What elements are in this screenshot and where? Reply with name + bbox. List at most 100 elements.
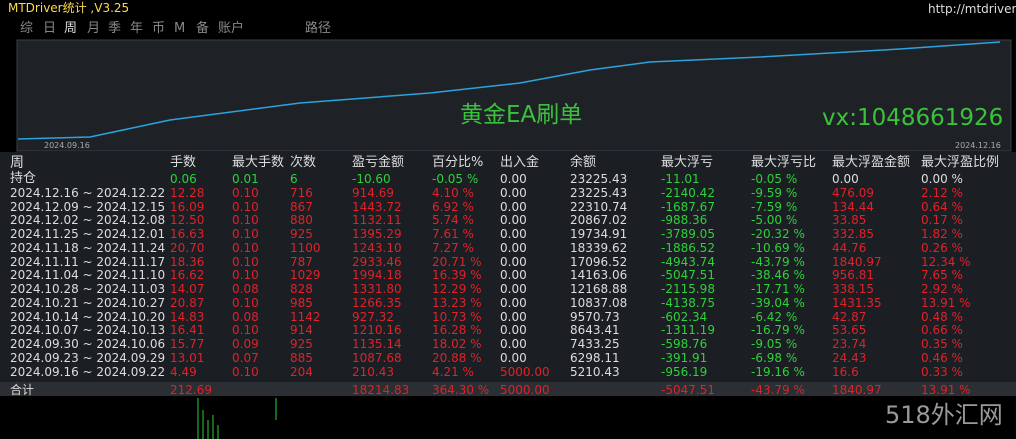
app-title: MTDriver统计 ,V3.25 [8, 1, 130, 15]
tab[interactable]: 备 [196, 21, 210, 36]
cell: 6 [290, 172, 298, 186]
cell: 0.00 [500, 185, 527, 200]
cell: -0.05 % [751, 172, 798, 186]
total-cell: 18214.83 [352, 383, 410, 397]
tab[interactable]: 账户 [218, 21, 245, 36]
row-label: 持仓 [10, 171, 37, 186]
tab[interactable]: 综 [20, 21, 34, 36]
cell: 476.09 [832, 185, 874, 200]
cell: 0.00 [500, 240, 527, 255]
row-label: 2024.12.09 ~ 2024.12.15 [10, 199, 166, 214]
row-label: 2024.09.16 ~ 2024.09.22 [10, 364, 166, 379]
cell: 0.10 [232, 323, 259, 338]
cell: -4138.75 [661, 295, 715, 310]
cell: 12.34 % [921, 254, 971, 269]
cell: 1266.35 [352, 295, 402, 310]
cell: 15.77 [170, 337, 205, 351]
cell: 5.74 % [432, 213, 474, 228]
cell: 0.06 [170, 172, 197, 186]
cell: 23.74 [832, 337, 867, 351]
cell: 0.00 [500, 337, 527, 351]
cell: 1087.68 [352, 350, 402, 365]
cell: -3789.05 [661, 227, 715, 241]
cell: 18.36 [170, 254, 205, 269]
cell: -5047.51 [661, 268, 715, 283]
cell: 14163.06 [570, 268, 628, 283]
app-url: http://mtdriver.com... [928, 2, 1016, 16]
cell: 0.00 [500, 213, 527, 228]
row-label: 2024.11.25 ~ 2024.12.01 [10, 227, 166, 241]
total-cell: 364.30 % [432, 383, 490, 397]
tab[interactable]: 周 [64, 21, 78, 36]
row-label: 2024.11.18 ~ 2024.11.24 [10, 240, 166, 255]
cell: 0.46 % [921, 350, 963, 365]
cell: 20.70 [170, 240, 205, 255]
column-header: 手数 [170, 155, 197, 170]
cell: 0.10 [232, 185, 259, 200]
cell: 20.87 [170, 295, 205, 310]
cell: 7.27 % [432, 240, 474, 255]
cell: 53.65 [832, 323, 867, 338]
cell: -5.00 % [751, 213, 798, 228]
cell: -38.46 % [751, 268, 805, 283]
cell: 20.88 % [432, 350, 482, 365]
cell: 985 [290, 295, 313, 310]
row-label: 2024.11.04 ~ 2024.11.10 [10, 268, 166, 283]
total-cell: 13.91 % [921, 383, 971, 397]
cell: -0.05 % [432, 172, 479, 186]
cell: 0.00 [500, 268, 527, 283]
cell: 9570.73 [570, 309, 620, 324]
cell: 6298.11 [570, 350, 620, 365]
cell: 1100 [290, 240, 321, 255]
cell: -39.04 % [751, 295, 805, 310]
tab[interactable]: 年 [130, 21, 144, 36]
total-cell: -5047.51 [661, 383, 715, 397]
cell: 0.00 [500, 172, 527, 186]
cell: -391.91 [661, 350, 708, 365]
cell: 0.26 % [921, 240, 963, 255]
row-label: 2024.10.07 ~ 2024.10.13 [10, 323, 166, 338]
cell: 925 [290, 227, 313, 241]
cell: -1886.52 [661, 240, 715, 255]
cell: -43.79 % [751, 254, 805, 269]
cell: -9.59 % [751, 185, 798, 200]
cell: 4.10 % [432, 185, 474, 200]
tab[interactable]: 月 [87, 21, 101, 36]
cell: 787 [290, 254, 313, 269]
cell: 17096.52 [570, 254, 628, 269]
cell: 16.63 [170, 227, 205, 241]
cell: 1135.14 [352, 337, 402, 351]
cell: 13.23 % [432, 295, 482, 310]
row-label: 2024.10.14 ~ 2024.10.20 [10, 309, 166, 324]
cell: 7.61 % [432, 227, 474, 241]
cell: 0.00 [832, 172, 859, 186]
row-label: 2024.12.16 ~ 2024.12.22 [10, 185, 166, 200]
cell: 0.00 [500, 323, 527, 338]
cell: 16.28 % [432, 323, 482, 338]
cell: 12.29 % [432, 282, 482, 296]
cell: 885 [290, 350, 313, 365]
cell: 1210.16 [352, 323, 402, 338]
cell: 210.43 [352, 364, 394, 379]
cell: -20.32 % [751, 227, 805, 241]
cell: 20.71 % [432, 254, 482, 269]
cell: -11.01 [661, 172, 700, 186]
column-header: 余额 [570, 155, 597, 170]
cell: -1687.67 [661, 199, 715, 214]
tab[interactable]: 币 [152, 21, 166, 36]
tab[interactable]: 日 [43, 21, 57, 36]
column-header: 周 [10, 155, 24, 171]
tab[interactable]: 季 [108, 21, 122, 36]
cell: 0.00 [500, 254, 527, 269]
cell: 23225.43 [570, 172, 628, 186]
tab[interactable]: M [174, 21, 186, 36]
cell: -988.36 [661, 213, 708, 228]
cell: 0.10 [232, 364, 259, 379]
cell: 0.07 [232, 350, 259, 365]
balance-curve [17, 41, 1001, 140]
column-header: 盈亏金额 [352, 155, 405, 170]
cell: 0.10 [232, 240, 259, 255]
row-label: 2024.09.23 ~ 2024.09.29 [10, 350, 166, 365]
tab[interactable]: 路径 [305, 21, 332, 36]
